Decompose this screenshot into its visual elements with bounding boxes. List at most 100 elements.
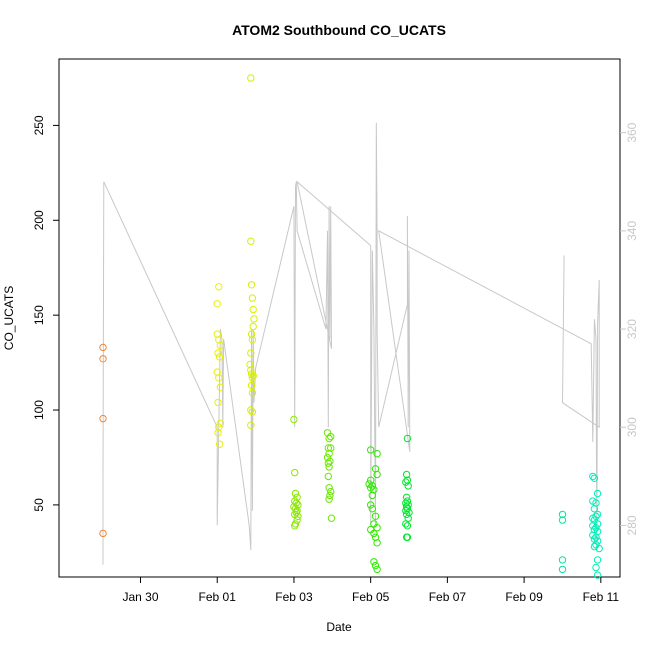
- data-point-s2-4: [249, 305, 257, 314]
- data-point-s5-11: [368, 505, 376, 513]
- data-point-s3-1: [291, 468, 299, 477]
- data-point-s6-16: [403, 522, 412, 530]
- data-point-s1-9: [216, 383, 225, 391]
- y2-tick-label-1: 300: [625, 417, 639, 437]
- data-point-s2-3: [248, 294, 257, 302]
- data-point-s5-20: [371, 561, 380, 570]
- data-point-s3-6: [294, 501, 302, 509]
- data-point-s5-16: [370, 529, 378, 538]
- data-point-s1-14: [215, 440, 224, 448]
- data-point-s4-6: [323, 453, 332, 462]
- data-point-s4-2: [325, 434, 333, 443]
- data-point-s2-5: [250, 315, 258, 323]
- data-point-s1-10: [214, 398, 222, 407]
- data-point-s1-13: [214, 429, 222, 437]
- series-line-right-axis: [102, 122, 600, 565]
- data-point-s2-16: [248, 389, 257, 397]
- data-point-s5-10: [367, 501, 375, 509]
- data-point-s8-16: [592, 533, 600, 541]
- y-tick-label-3: 200: [32, 210, 46, 230]
- data-point-s3-0: [290, 415, 298, 424]
- data-point-s8-2: [593, 489, 602, 498]
- data-point-s4-1: [327, 432, 335, 441]
- data-point-s1-6: [215, 353, 224, 361]
- y2-tick-label-2: 320: [625, 319, 639, 339]
- data-point-s5-12: [371, 512, 380, 520]
- data-point-s2-0: [247, 74, 255, 82]
- chart-title: ATOM2 Southbound CO_UCATS: [232, 22, 446, 38]
- data-point-s6-13: [402, 510, 411, 519]
- data-point-s5-14: [373, 524, 381, 532]
- y-tick-label-4: 250: [32, 115, 46, 135]
- data-point-s1-0: [213, 300, 221, 308]
- y2-tick-label-0: 280: [625, 515, 639, 535]
- data-point-s2-15: [247, 381, 256, 390]
- data-point-s8-0: [589, 472, 597, 481]
- data-point-s4-5: [325, 450, 333, 458]
- x-tick-label-1: Feb 01: [199, 590, 237, 604]
- y-tick-label-2: 150: [32, 305, 46, 325]
- data-point-s4-10: [324, 472, 332, 481]
- data-point-s5-9: [368, 491, 376, 500]
- data-point-s2-18: [248, 408, 257, 416]
- data-point-s4-11: [325, 484, 333, 492]
- data-point-s6-12: [405, 508, 413, 517]
- data-point-s8-1: [590, 474, 599, 482]
- data-point-s4-3: [324, 444, 332, 452]
- y2-tick-label-4: 360: [625, 122, 639, 142]
- y-tick-label-0: 50: [32, 498, 46, 512]
- data-point-s0-0: [99, 343, 107, 352]
- x-axis: Jan 30 Feb 01 Feb 03 Feb 05 Feb 07 Feb 09 Feb …: [122, 577, 619, 604]
- data-point-s2-8: [248, 336, 257, 344]
- data-point-s3-15: [291, 522, 299, 530]
- y-tick-label-1: 100: [32, 400, 46, 420]
- data-point-s7-0: [558, 510, 567, 519]
- data-point-s4-12: [327, 487, 335, 496]
- data-point-s7-3: [558, 565, 567, 574]
- data-point-s1-1: [215, 283, 223, 291]
- data-point-s1-4: [216, 341, 225, 350]
- data-point-s4-14: [325, 495, 333, 503]
- data-point-s2-17: [247, 406, 255, 414]
- x-tick-label-2: Feb 03: [275, 590, 313, 604]
- data-point-s5-18: [373, 539, 381, 547]
- data-point-s1-8: [215, 374, 223, 382]
- data-point-s8-23: [592, 563, 600, 572]
- x-tick-label-4: Feb 07: [429, 590, 467, 604]
- data-point-s8-8: [589, 514, 597, 522]
- y-axis-label: CO_UCATS: [2, 286, 16, 350]
- y-axis-right: 280 300 320 340 360: [620, 122, 639, 535]
- data-point-s2-2: [247, 281, 256, 289]
- y-axis-left: 50 100 150 200 250: [32, 115, 59, 512]
- plot-frame: [58, 58, 621, 578]
- data-point-s7-1: [558, 516, 567, 524]
- x-tick-label-6: Feb 11: [583, 590, 620, 604]
- data-point-s2-14: [249, 372, 257, 380]
- data-point-s2-19: [247, 421, 255, 429]
- data-point-s0-1: [99, 355, 107, 363]
- data-point-s5-0: [367, 446, 375, 454]
- x-axis-label: Date: [326, 620, 352, 634]
- data-point-s8-12: [592, 524, 600, 532]
- data-point-s5-21: [373, 565, 381, 574]
- data-point-s8-21: [595, 544, 603, 553]
- data-point-s4-7: [326, 457, 334, 465]
- data-point-s8-24: [593, 571, 602, 579]
- data-point-s6-1: [402, 470, 411, 479]
- data-point-s8-5: [590, 505, 599, 513]
- data-point-s3-3: [293, 493, 301, 501]
- data-point-s4-15: [327, 514, 336, 522]
- data-point-s2-6: [249, 322, 257, 331]
- data-point-s6-4: [404, 482, 412, 490]
- data-point-s6-0: [403, 434, 412, 443]
- data-point-s6-18: [403, 533, 412, 541]
- data-point-s6-15: [402, 520, 410, 528]
- x-tick-label-3: Feb 05: [352, 590, 390, 604]
- data-point-s5-6: [368, 482, 376, 490]
- data-point-s8-6: [593, 510, 602, 519]
- data-point-s8-22: [593, 556, 602, 564]
- data-point-s4-13: [326, 491, 334, 500]
- x-tick-label-0: Jan 30: [122, 590, 158, 604]
- data-point-s7-2: [558, 556, 567, 564]
